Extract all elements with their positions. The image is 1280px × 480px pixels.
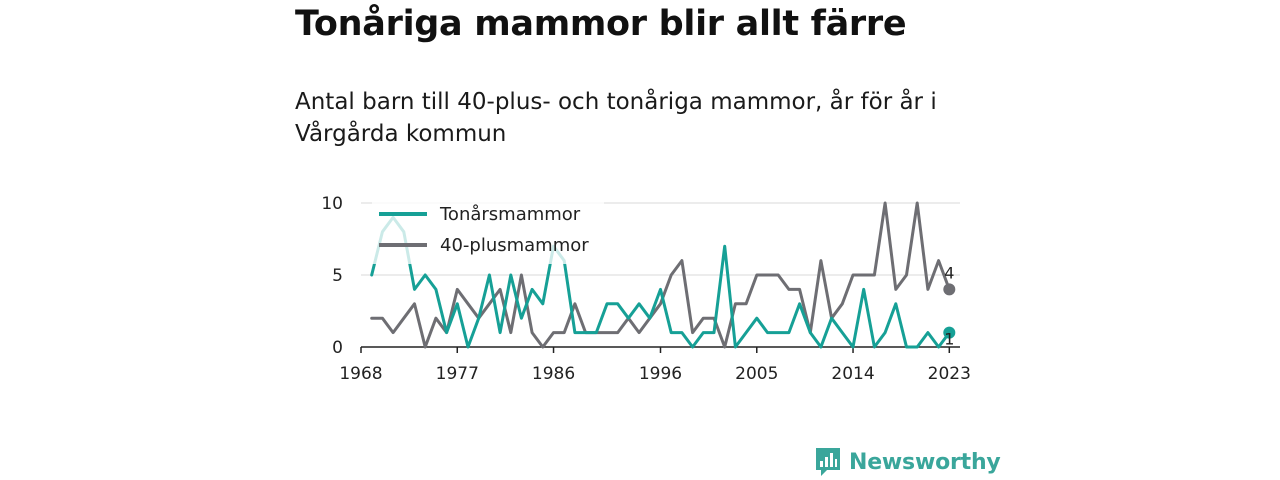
chart-subtitle: Antal barn till 40-plus- och tonåriga ma… [295, 89, 937, 147]
x-tick-label: 2014 [831, 364, 874, 384]
legend-background [372, 198, 604, 264]
y-axis: 0 5 10 [321, 194, 343, 358]
newsworthy-logo: Newsworthy [814, 446, 1001, 478]
chart-title: Tonåriga mammor blir allt färre [295, 4, 907, 44]
logo-text: Newsworthy [849, 449, 1001, 475]
bar-chart-badge-icon [816, 448, 840, 476]
legend: Tonårsmammor 40-plusmammor [372, 198, 604, 264]
x-tick-label: 1996 [639, 364, 682, 384]
series-lines [370, 201, 951, 349]
x-tick-label: 1968 [339, 364, 382, 384]
x-tick-label: 2005 [735, 364, 778, 384]
end-point-40-plusmammor [943, 283, 956, 296]
end-point-tonarsmammor [943, 326, 956, 339]
end-points: 14 [943, 263, 956, 349]
series-line-40-plusmammor [370, 201, 951, 349]
y-tick-label: 5 [332, 266, 343, 286]
x-tick-label: 2023 [928, 364, 971, 384]
x-tick-label: 1977 [436, 364, 479, 384]
legend-label-40-plusmammor: 40-plusmammor [440, 235, 589, 256]
end-label-tonarsmammor: 1 [944, 330, 954, 349]
x-axis: 1968 1977 1986 1996 2005 2014 2023 [339, 346, 971, 384]
end-label-40-plusmammor: 4 [944, 263, 954, 282]
series-line-tonarsmammor [370, 215, 951, 349]
y-tick-label: 10 [321, 194, 343, 214]
legend-label-tonarsmammor: Tonårsmammor [439, 204, 581, 225]
y-tick-label: 0 [332, 338, 343, 358]
x-tick-label: 1986 [532, 364, 575, 384]
